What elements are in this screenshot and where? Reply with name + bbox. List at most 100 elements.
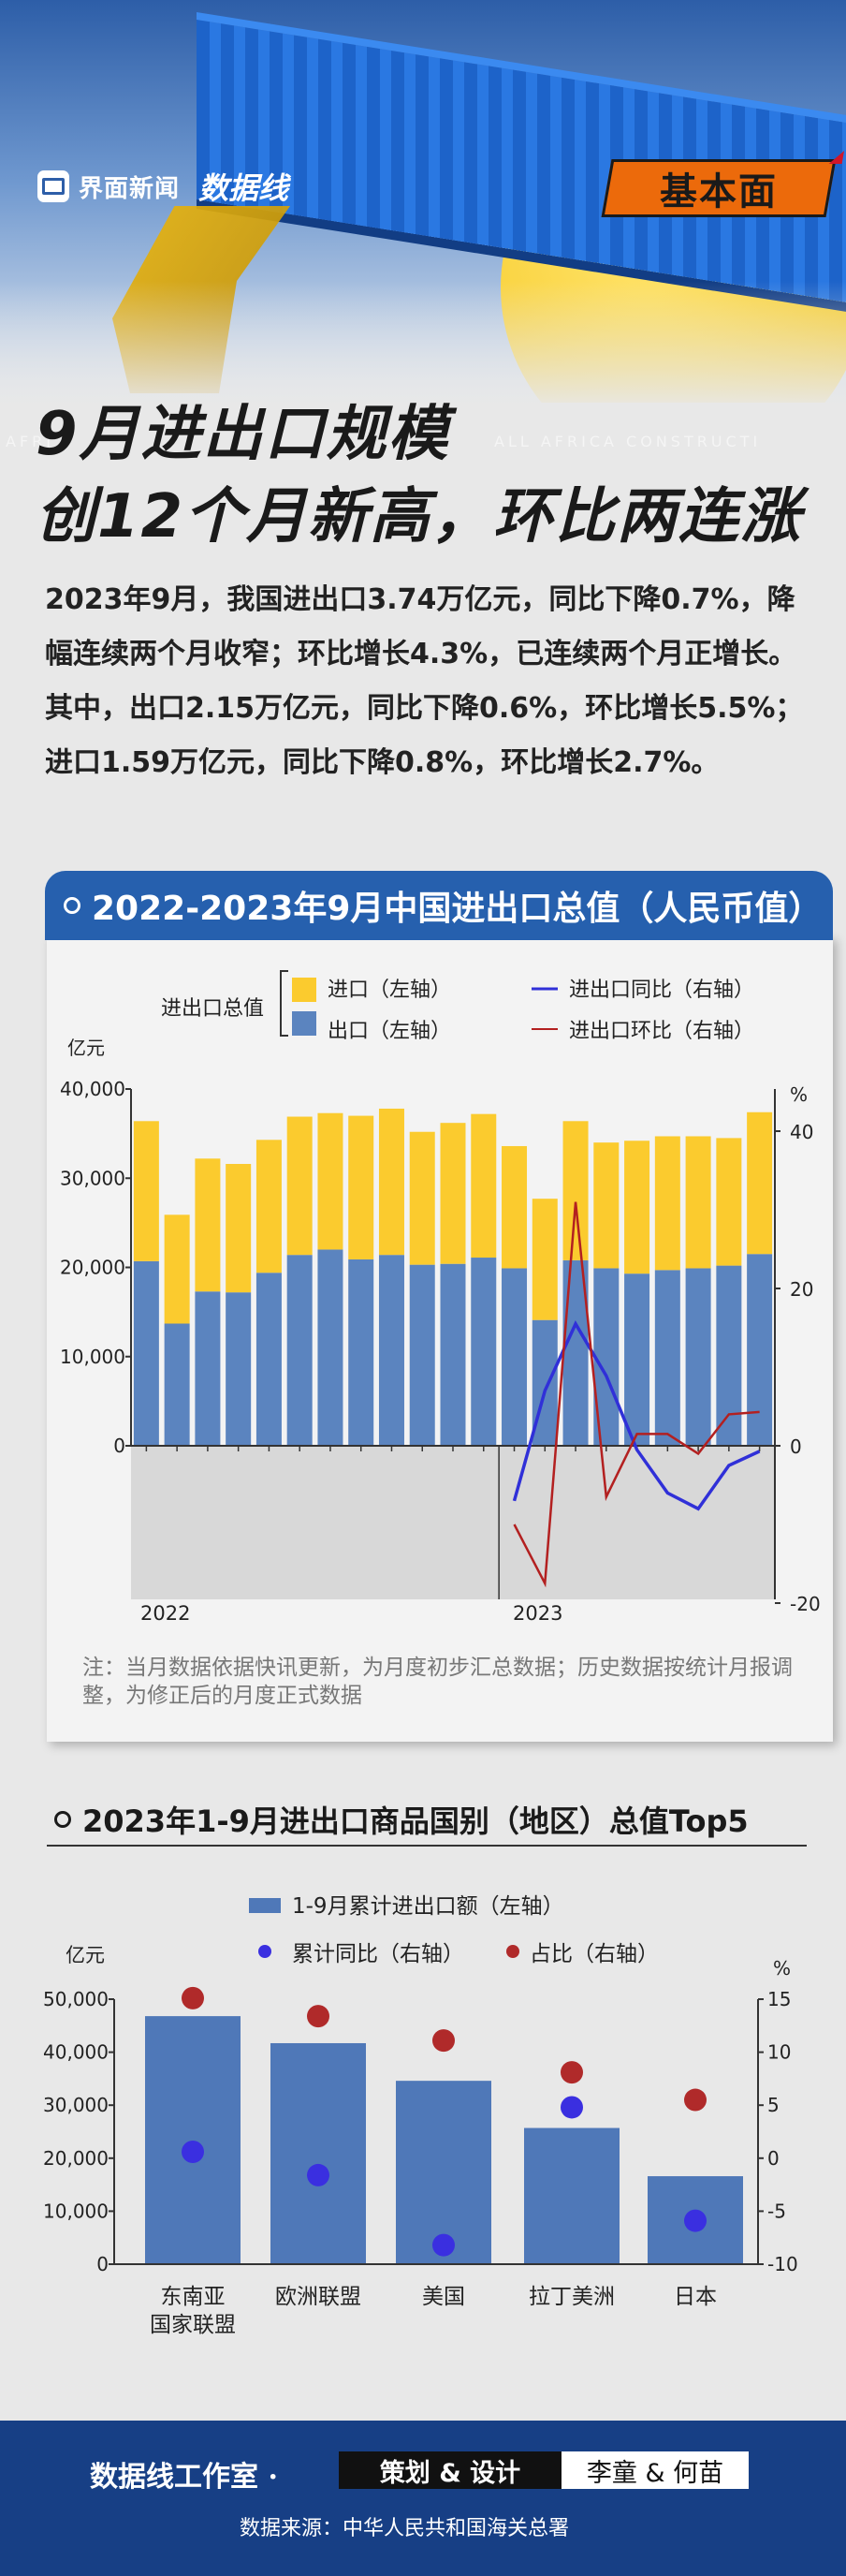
bar-export — [685, 1268, 711, 1446]
lead-paragraph: 2023年9月，我国进出口3.74万亿元，同比下降0.7%，降幅连续两个月收窄；… — [45, 583, 804, 779]
y2-tick-label: -5 — [767, 2200, 786, 2222]
bar-import — [409, 1131, 435, 1265]
dot-share — [561, 2061, 583, 2084]
chart-note: 注：当月数据依据快讯更新，为月度初步汇总数据；历史数据按统计月报调整，为修正后的… — [82, 1656, 793, 1708]
y-tick-label: 40,000 — [43, 2041, 109, 2064]
footer-plan-label: 策划 & 设计 — [339, 2451, 562, 2489]
legend-bar-label: 1-9月累计进出口额（左轴） — [292, 1894, 564, 1919]
bar-import — [195, 1158, 221, 1292]
series-line-yoy — [512, 1320, 761, 1511]
footer-source: 数据来源：中华人民共和国海关总署 — [240, 2517, 570, 2540]
bar-trade-value — [145, 2016, 241, 2264]
bar-trade-value — [524, 2127, 620, 2264]
section2-title: 2023年1-9月进出口商品国别（地区）总值Top5 — [82, 1803, 749, 1839]
y2-axis-label: % — [773, 1957, 791, 1980]
y-tick-label: 30,000 — [60, 1167, 125, 1189]
bar-import — [502, 1145, 528, 1269]
legend-import-swatch — [292, 978, 316, 1002]
y2-axis-label: % — [790, 1083, 808, 1106]
bar-import — [317, 1112, 343, 1250]
y-tick-label: 0 — [113, 1435, 125, 1457]
dot-share — [432, 2029, 455, 2053]
y-tick-label: 20,000 — [60, 1257, 125, 1279]
header-fade — [0, 281, 846, 403]
y2-tick-label: 20 — [790, 1278, 813, 1301]
footer — [0, 2421, 846, 2576]
page-title-line1: 9月进出口规模 — [36, 400, 450, 469]
bar-export — [654, 1270, 680, 1446]
legend-share-label: 占比（右轴） — [530, 1942, 659, 1966]
bar-export — [624, 1273, 650, 1446]
legend-group-label: 进出口总值 — [161, 997, 264, 1021]
x-label-2022: 2022 — [140, 1602, 190, 1625]
bar-import — [685, 1136, 711, 1269]
bar-export — [502, 1268, 528, 1446]
bar-trade-value — [396, 2081, 491, 2264]
section2-divider — [47, 1845, 807, 1847]
dot-yoy — [307, 2163, 329, 2186]
data-line-logo: 数据线 — [198, 170, 289, 206]
x-category-label: 东南亚 — [161, 2285, 226, 2309]
bar-export — [747, 1254, 773, 1446]
x-category-label: 欧洲联盟 — [275, 2285, 361, 2309]
watermark-left: AFRI — [6, 433, 54, 450]
y-axis-label: 亿元 — [66, 1944, 105, 1966]
bar-import — [378, 1108, 404, 1256]
watermark-right: ALL AFRICA CONSTRUCTI — [494, 433, 762, 450]
bar-import — [348, 1115, 374, 1259]
bar-import — [471, 1113, 497, 1259]
bar-import — [654, 1136, 680, 1271]
section1-header: 2022-2023年9月中国进出口总值（人民币值） — [45, 871, 833, 940]
series-line-mom — [513, 1201, 760, 1588]
y-axis-label: 亿元 — [67, 1037, 105, 1059]
dot-share — [684, 2088, 707, 2112]
brand-name: 界面新闻 — [79, 174, 181, 203]
bar-export — [440, 1263, 466, 1446]
legend-yoy-label: 进出口同比（右轴） — [569, 979, 754, 1002]
bar-export — [164, 1323, 190, 1446]
bar-export — [317, 1249, 343, 1446]
bar-export — [471, 1258, 497, 1446]
legend-export-label: 出口（左轴） — [328, 1020, 451, 1043]
legend-yoy-label: 累计同比（右轴） — [292, 1942, 464, 1966]
bar-export — [286, 1255, 313, 1446]
bar-import — [562, 1121, 589, 1260]
bar-import — [624, 1141, 650, 1274]
bar-export — [226, 1292, 252, 1446]
bar-export — [348, 1259, 374, 1446]
bar-import — [255, 1140, 282, 1273]
y-tick-label: 10,000 — [43, 2200, 109, 2222]
x-category-label: 拉丁美洲 — [529, 2285, 615, 2309]
y2-tick-label: -10 — [767, 2253, 798, 2275]
page-title-line2: 创12个月新高，环比两连涨 — [36, 482, 803, 552]
jiemian-icon — [37, 170, 69, 202]
y-tick-label: 40,000 — [60, 1078, 125, 1100]
dot-share — [182, 1986, 204, 2009]
dot-yoy — [561, 2096, 583, 2119]
y2-tick-label: -20 — [790, 1593, 821, 1615]
y2-tick-label: 10 — [767, 2041, 791, 2064]
dot-share — [307, 2005, 329, 2028]
bar-export — [255, 1273, 282, 1446]
circle-bullet-icon — [54, 1811, 71, 1828]
y2-tick-label: 40 — [790, 1121, 813, 1143]
bar-import — [226, 1164, 252, 1293]
bar-import — [286, 1116, 313, 1256]
bar-export — [378, 1255, 404, 1446]
bar-export — [195, 1291, 221, 1446]
y-tick-label: 10,000 — [60, 1346, 125, 1368]
y2-tick-label: 15 — [767, 1988, 791, 2010]
circle-bullet-icon — [64, 897, 80, 914]
dot-yoy — [432, 2233, 455, 2257]
footer-authors: 李童 & 何苗 — [562, 2451, 749, 2489]
footer-studio: 数据线工作室 · — [90, 2461, 278, 2494]
x-category-label: 日本 — [674, 2285, 717, 2309]
legend-bar-swatch — [249, 1898, 281, 1913]
dot-yoy — [684, 2209, 707, 2232]
x-label-2023: 2023 — [513, 1602, 562, 1625]
section2-header: 2023年1-9月进出口商品国别（地区）总值Top5 — [54, 1798, 749, 1841]
legend-bracket — [280, 970, 288, 1037]
bar-import — [133, 1121, 159, 1261]
